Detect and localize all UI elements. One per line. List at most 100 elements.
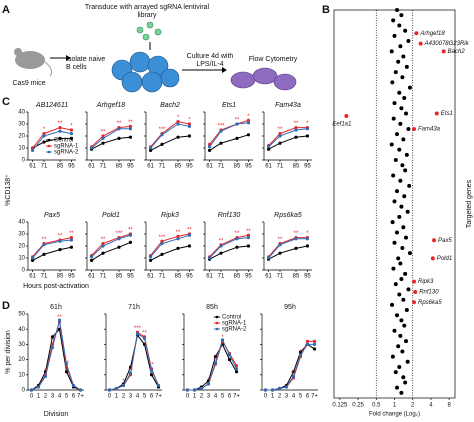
- data-point: [101, 134, 105, 138]
- panel-label: B: [322, 4, 330, 16]
- point-label: Rnf130: [419, 290, 439, 296]
- data-point: [430, 256, 435, 261]
- x-tick-label: 3: [285, 394, 289, 400]
- significance: ***: [134, 326, 142, 332]
- data-point: [312, 339, 317, 343]
- chart-title: 61h: [50, 304, 62, 311]
- x-tick-label: 71: [159, 164, 166, 170]
- significance: **: [235, 118, 240, 124]
- data-point: [305, 134, 310, 138]
- significance: **: [294, 231, 299, 237]
- x-tick-label: 2: [44, 394, 48, 400]
- point-label: Bach2: [448, 49, 466, 55]
- data-point: [397, 147, 402, 152]
- x-tick-label: 61: [265, 164, 272, 170]
- x-tick-label: 95: [245, 164, 252, 170]
- data-point: [312, 342, 317, 346]
- data-point: [294, 135, 298, 139]
- data-point: [58, 126, 62, 130]
- significance: ***: [115, 231, 123, 237]
- b-cells: [111, 51, 180, 93]
- data-point: [278, 251, 282, 255]
- series-line: [150, 123, 190, 149]
- data-point: [235, 245, 239, 249]
- significance: **: [69, 231, 74, 237]
- data-point: [187, 122, 192, 126]
- data-point: [148, 146, 153, 150]
- data-point: [390, 354, 395, 359]
- data-point: [393, 282, 398, 287]
- significance: ***: [158, 127, 166, 133]
- data-point: [399, 13, 404, 18]
- data-point: [192, 388, 197, 392]
- data-point: [395, 385, 400, 390]
- data-point: [396, 344, 401, 349]
- data-point: [101, 251, 105, 255]
- data-point: [396, 256, 401, 261]
- data-point: [42, 132, 46, 136]
- data-point: [263, 388, 268, 392]
- data-point: [402, 194, 407, 199]
- series-line: [268, 245, 308, 260]
- x-tick-label: 95: [68, 164, 75, 170]
- x-tick-label: 85: [293, 274, 300, 280]
- x-tick-label: 6: [306, 394, 310, 400]
- series-line: [109, 331, 159, 391]
- data-point: [398, 178, 403, 183]
- data-point: [207, 256, 212, 260]
- x-tick-label: 71: [100, 164, 107, 170]
- data-point: [219, 244, 223, 248]
- significance: *: [188, 118, 191, 124]
- x-tick-label: 4: [58, 394, 62, 400]
- significance: **: [57, 315, 62, 321]
- series-line: [268, 238, 308, 259]
- data-point: [305, 237, 310, 241]
- x-tick-label: 95: [127, 274, 134, 280]
- legend-label: sgRNA-2: [222, 327, 247, 333]
- data-point: [395, 132, 400, 137]
- series-line: [187, 340, 237, 391]
- significance: **: [278, 127, 283, 133]
- data-point: [149, 368, 154, 372]
- series-line: [91, 234, 131, 258]
- y-tick-label: 40: [18, 110, 25, 116]
- data-point: [176, 246, 180, 250]
- data-point: [278, 132, 282, 136]
- x-tick-label: 85: [57, 164, 64, 170]
- data-point: [69, 245, 74, 249]
- significance: ***: [217, 124, 225, 130]
- data-point: [411, 300, 416, 305]
- data-point: [284, 385, 289, 389]
- data-point: [78, 388, 83, 392]
- data-point: [42, 243, 46, 247]
- step-label: Isolate naive B cells: [66, 56, 106, 71]
- chart-title: Pax5: [44, 212, 60, 219]
- data-point: [389, 142, 394, 147]
- series-line: [32, 246, 72, 261]
- legend-marker: [215, 321, 219, 325]
- data-point: [219, 129, 223, 133]
- data-point: [101, 242, 105, 246]
- significance: **: [246, 229, 251, 235]
- data-point: [392, 199, 397, 204]
- data-point: [390, 220, 395, 225]
- data-point: [399, 318, 404, 323]
- y-tick-label: 20: [18, 134, 25, 140]
- data-point: [43, 374, 48, 378]
- y-tick-label: 50: [18, 312, 25, 318]
- data-point: [156, 383, 161, 388]
- y-axis-label: %CD138⁺: [5, 174, 12, 206]
- chart-title: 95h: [284, 304, 296, 311]
- x-tick-label: 1: [37, 394, 41, 400]
- axis-line: [27, 222, 76, 271]
- data-point: [393, 158, 398, 163]
- plasma-cells: [230, 67, 297, 91]
- series-line: [150, 234, 190, 258]
- data-point: [29, 388, 34, 392]
- legend-label: sgRNA-2: [54, 150, 79, 156]
- data-point: [69, 236, 74, 240]
- x-tick-label: 0: [186, 394, 190, 400]
- arrow-head: [66, 55, 71, 61]
- data-point: [312, 347, 317, 351]
- x-tick-label: 95: [245, 274, 252, 280]
